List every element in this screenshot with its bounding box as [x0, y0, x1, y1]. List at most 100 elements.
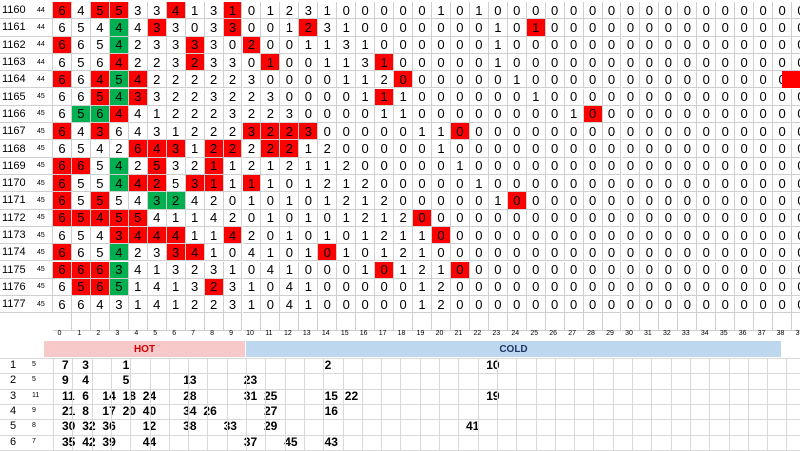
grid-cell[interactable]: 0	[394, 2, 414, 20]
grid-cell[interactable]: 0	[394, 123, 414, 141]
grid-cell[interactable]: 0	[735, 19, 755, 37]
grid-cell[interactable]: 1	[128, 278, 148, 297]
grid-cell[interactable]: 0	[583, 88, 603, 106]
column-index[interactable]: 28	[587, 329, 595, 337]
grid-cell[interactable]: 0	[773, 140, 793, 158]
grid-cell[interactable]: 0	[375, 36, 395, 54]
grid-cell[interactable]: 2	[394, 209, 414, 227]
grid-cell[interactable]: 0	[697, 209, 717, 227]
grid-cell[interactable]: 0	[754, 88, 774, 106]
column-index[interactable]: 31	[644, 329, 652, 337]
empty-cell[interactable]	[299, 313, 319, 331]
grid-cell[interactable]: 0	[697, 71, 717, 89]
grid-cell[interactable]: 0	[640, 175, 660, 193]
grid-cell[interactable]: 0	[602, 296, 622, 314]
grid-cell[interactable]: 0	[469, 209, 489, 227]
grid-cell[interactable]: 4	[166, 226, 186, 245]
grid-cell[interactable]: 1	[147, 261, 167, 279]
grid-cell[interactable]: 0	[678, 2, 698, 20]
grid-cell[interactable]: 0	[413, 53, 432, 72]
grid-cell[interactable]: 1	[204, 226, 224, 245]
grid-cell[interactable]: 1	[432, 140, 451, 158]
grid-cell[interactable]: 1	[280, 226, 300, 245]
grid-cell[interactable]: 3	[147, 192, 167, 210]
grid-cell[interactable]: 0	[621, 192, 641, 210]
grid-cell[interactable]: 2	[280, 123, 300, 141]
empty-cell[interactable]	[109, 313, 129, 331]
grid-cell[interactable]: 2	[147, 175, 167, 193]
row-id[interactable]: 1177	[0, 296, 36, 314]
grid-cell[interactable]: 2	[166, 192, 186, 210]
grid-cell[interactable]: 0	[602, 278, 622, 297]
grid-cell[interactable]: 2	[261, 140, 281, 158]
grid-cell[interactable]: 1	[375, 53, 395, 72]
grid-cell[interactable]: 6	[128, 140, 148, 158]
grid-cell[interactable]: 0	[507, 19, 527, 37]
grid-cell[interactable]: 0	[280, 53, 300, 72]
grid-cell[interactable]: 3	[147, 36, 167, 54]
grid-cell[interactable]: 0	[450, 226, 470, 245]
grid-cell[interactable]: 0	[583, 261, 603, 279]
grid-cell[interactable]: 0	[583, 226, 603, 245]
grid-cell[interactable]: 0	[735, 71, 755, 89]
grid-cell[interactable]: 0	[375, 175, 395, 193]
grid-cell[interactable]: 1	[185, 226, 205, 245]
grid-cell[interactable]: 4	[71, 2, 91, 20]
grid-cell[interactable]: 0	[545, 244, 565, 262]
grid-cell[interactable]: 0	[261, 278, 281, 297]
grid-cell[interactable]: 0	[450, 192, 470, 210]
grid-cell[interactable]: 0	[356, 140, 376, 158]
column-index[interactable]: 14	[321, 329, 330, 337]
grid-cell[interactable]: 1	[375, 88, 395, 106]
grid-cell[interactable]: 5	[71, 192, 91, 210]
grid-cell[interactable]: 0	[545, 226, 565, 245]
column-index[interactable]: 20	[435, 329, 444, 337]
grid-cell[interactable]: 0	[583, 140, 603, 158]
grid-cell[interactable]: 2	[242, 226, 262, 245]
grid-cell[interactable]: 0	[526, 226, 546, 245]
grid-cell[interactable]: 3	[223, 296, 243, 314]
grid-cell[interactable]: 3	[90, 123, 110, 141]
grid-cell[interactable]: 0	[716, 71, 736, 89]
empty-cell[interactable]	[697, 313, 717, 331]
grid-cell[interactable]: 3	[166, 157, 186, 175]
grid-cell[interactable]: 3	[204, 53, 224, 72]
grid-cell[interactable]: 0	[716, 192, 736, 210]
grid-cell[interactable]: 2	[280, 140, 300, 158]
column-index[interactable]: 33	[681, 329, 690, 337]
grid-cell[interactable]: 0	[697, 2, 717, 20]
grid-cell[interactable]: 1	[337, 53, 357, 72]
grid-cell[interactable]: 0	[413, 36, 432, 54]
grid-cell[interactable]: 2	[261, 123, 281, 141]
grid-cell[interactable]: 0	[659, 19, 679, 37]
empty-cell[interactable]	[754, 313, 774, 331]
grid-cell[interactable]: 5	[109, 2, 129, 20]
empty-cell[interactable]	[735, 313, 755, 331]
column-index[interactable]: 23	[492, 329, 501, 337]
grid-cell[interactable]: 3	[223, 19, 243, 37]
grid-cell[interactable]: 0	[678, 261, 698, 279]
grid-cell[interactable]: 3	[242, 71, 262, 89]
grid-cell[interactable]: 0	[394, 53, 414, 72]
empty-cell[interactable]	[185, 313, 205, 331]
grid-cell[interactable]: 5	[90, 175, 110, 193]
grid-cell[interactable]: 0	[697, 157, 717, 175]
grid-cell[interactable]: 0	[792, 244, 800, 262]
grid-cell[interactable]: 0	[394, 19, 414, 37]
row-sum[interactable]: 44	[36, 2, 53, 20]
row-id[interactable]: 1171	[0, 192, 36, 210]
grid-cell[interactable]: 1	[375, 244, 395, 262]
grid-cell[interactable]: 0	[773, 192, 793, 210]
grid-cell[interactable]: 5	[90, 2, 110, 20]
grid-cell[interactable]: 2	[375, 192, 395, 210]
grid-cell[interactable]: 0	[337, 296, 357, 314]
grid-cell[interactable]: 1	[242, 278, 262, 297]
grid-cell[interactable]: 2	[185, 53, 205, 72]
empty-cell[interactable]	[128, 313, 148, 331]
grid-cell[interactable]: 0	[754, 71, 774, 89]
row-id[interactable]: 1170	[0, 175, 36, 193]
grid-cell[interactable]: 0	[318, 296, 338, 314]
column-index[interactable]: 5	[153, 329, 158, 337]
grid-cell[interactable]: 0	[716, 226, 736, 245]
grid-cell[interactable]: 6	[71, 71, 91, 89]
